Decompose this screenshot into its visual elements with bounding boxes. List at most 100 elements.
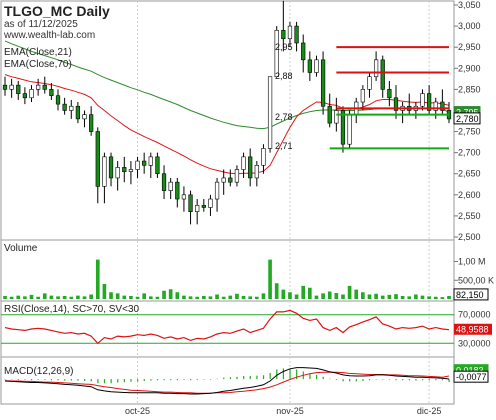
source-site: www.wealth-lab.com <box>3 30 95 41</box>
candle-body <box>49 89 54 96</box>
candle-body <box>360 89 365 103</box>
candle-body <box>393 97 399 111</box>
candle-body <box>261 148 266 166</box>
candle-body <box>181 194 187 200</box>
price-tick-label: 2,900 <box>458 63 481 73</box>
candle-body <box>9 84 14 90</box>
axis-labels: 3,0503,0002,9502,9002,8502,8002,7502,700… <box>125 0 494 416</box>
price-series: 2,95 2,88 2,78 2,71 <box>2 0 452 225</box>
macd-histogram-bar <box>50 379 53 381</box>
rsi-tick-label: 70,0000 <box>458 310 491 320</box>
volume-bar <box>208 296 213 299</box>
volume-bar <box>341 294 345 299</box>
volume-bar <box>447 295 451 299</box>
candle-body <box>228 177 233 183</box>
volume-bar <box>354 289 359 299</box>
level-annotation: 2,71 <box>275 141 293 151</box>
x-tick-label: nov-25 <box>276 406 304 416</box>
volume-series <box>3 259 451 299</box>
macd-histogram-bar <box>402 379 404 381</box>
macd-histogram-bar <box>150 379 152 381</box>
volume-bar <box>301 285 306 299</box>
volume-bar <box>274 283 279 299</box>
candle-body <box>42 84 47 90</box>
volume-bar <box>162 290 166 299</box>
macd-histogram-bar <box>368 379 371 381</box>
candle-body <box>55 95 61 105</box>
volume-bar <box>268 259 272 299</box>
macd-histogram-bar <box>315 374 318 380</box>
candle-body <box>22 93 28 99</box>
macd-title: MACD(12,26,9) <box>4 366 73 377</box>
candle-body <box>201 205 206 208</box>
volume-bar <box>135 296 140 299</box>
macd-histogram-bar <box>123 379 125 383</box>
macd-histogram-bar <box>289 368 291 380</box>
volume-panel <box>0 239 455 302</box>
candle-body <box>82 114 87 120</box>
volume-bar <box>142 293 146 299</box>
volume-bar <box>42 293 47 299</box>
candle-body <box>307 59 312 73</box>
volume-bar <box>288 292 292 299</box>
candle-body <box>440 101 445 111</box>
volume-bar <box>115 293 120 299</box>
macd-histogram-bar <box>196 379 198 380</box>
candle-body <box>168 181 173 191</box>
volume-bar <box>308 287 312 299</box>
volume-bar <box>440 297 445 299</box>
volume-bar <box>89 294 93 299</box>
macd-histogram-bar <box>441 379 444 381</box>
volume-bar <box>228 295 233 299</box>
macd-histogram-bar <box>243 376 245 380</box>
volume-bar <box>23 296 27 299</box>
macd-histogram-bar <box>4 379 6 380</box>
macd-histogram-bar <box>70 379 72 381</box>
price-tick-label: 2,600 <box>458 190 481 200</box>
macd-line <box>4 367 450 395</box>
candle-body <box>16 84 21 94</box>
macd-histogram-bar <box>163 379 165 381</box>
macd-histogram-bar <box>130 379 132 382</box>
volume-bar <box>188 296 193 299</box>
macd-histogram-bar <box>90 379 92 382</box>
candle-body <box>320 59 326 107</box>
price-tick-label: 3,000 <box>458 21 481 31</box>
macd-histogram-bar <box>342 379 344 382</box>
candle-body <box>221 177 226 183</box>
candle-body <box>195 205 200 212</box>
macd-histogram-bar <box>203 379 205 380</box>
macd-series <box>4 367 450 395</box>
x-tick-label: oct-25 <box>125 406 150 416</box>
macd-histogram-bar <box>415 379 417 381</box>
candle-body <box>340 110 346 145</box>
macd-histogram-bar <box>117 379 119 383</box>
price-tick-label: 2,950 <box>458 42 481 52</box>
volume-bar <box>148 296 153 299</box>
volume-tick-label: 500,00 K <box>458 275 494 285</box>
macd-histogram-bar <box>296 369 298 380</box>
macd-last-label: -0,0077 <box>456 372 487 382</box>
macd-histogram-bar <box>388 379 391 380</box>
macd-histogram-bar <box>17 379 19 380</box>
candle-body <box>122 167 127 172</box>
volume-bar <box>168 289 173 299</box>
macd-signal-line <box>4 371 450 394</box>
candle-body <box>188 194 193 212</box>
candle-body <box>433 101 438 111</box>
candle-body <box>281 30 286 40</box>
macd-histogram-bar <box>282 368 285 380</box>
candle-body <box>115 167 120 179</box>
volume-bar <box>82 296 87 299</box>
volume-bar <box>16 295 21 299</box>
volume-bar <box>361 292 365 299</box>
macd-histogram-bar <box>229 377 232 380</box>
macd-histogram-bar <box>276 369 278 380</box>
volume-last-label: 82,150 <box>456 290 484 300</box>
candle-body <box>135 160 140 170</box>
price-tick-label: 3,050 <box>458 0 481 10</box>
macd-histogram-bar <box>216 378 218 380</box>
macd-histogram-bar <box>269 372 271 380</box>
macd-histogram-bar <box>309 373 311 380</box>
macd-histogram-bar <box>349 379 351 382</box>
